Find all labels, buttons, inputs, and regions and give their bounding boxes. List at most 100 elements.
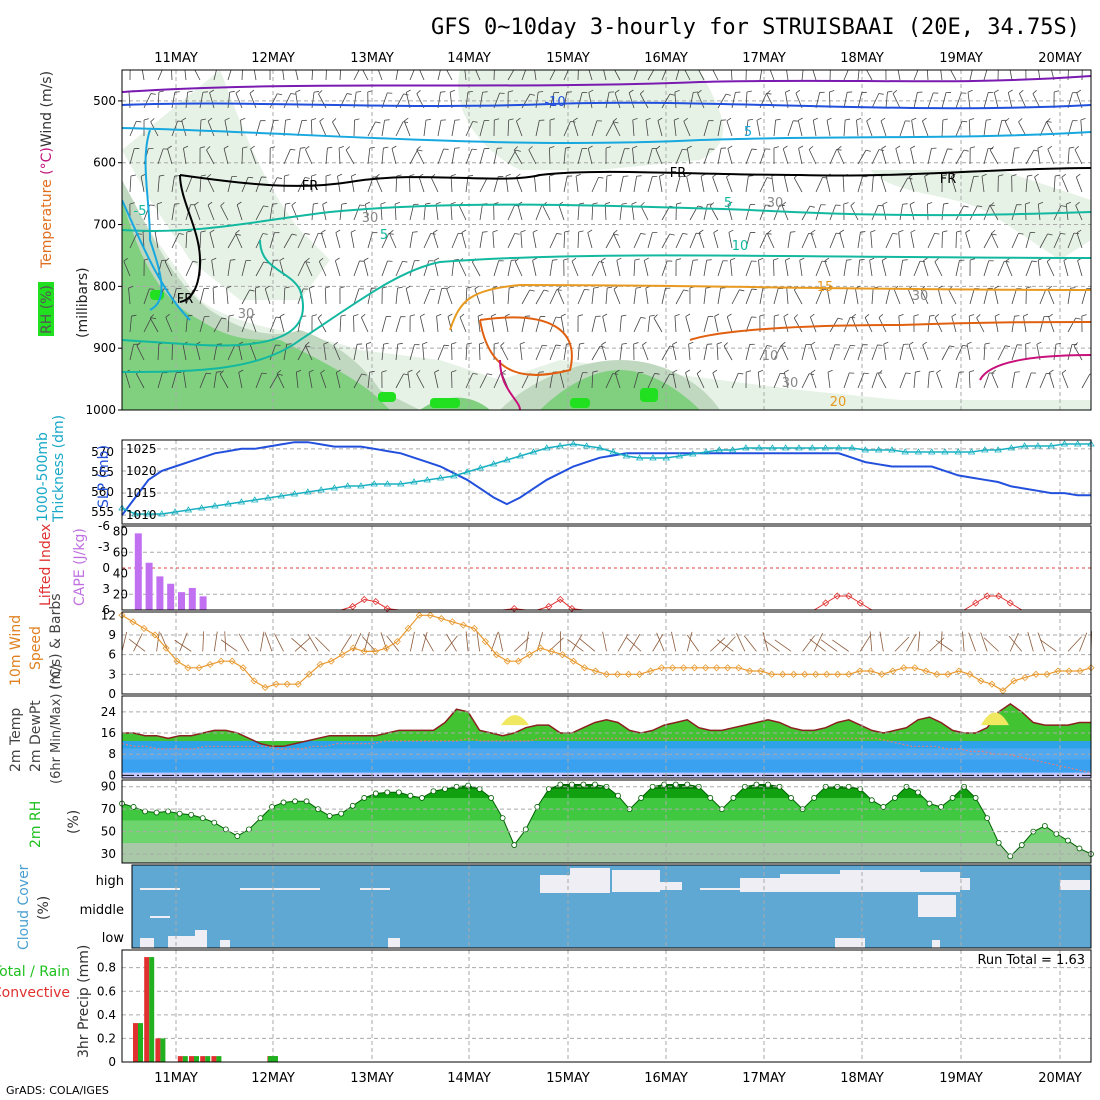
- thickness-marker: [967, 448, 976, 455]
- wind-barb-flag: [1011, 174, 1017, 177]
- wind-speed-marker: [988, 680, 996, 688]
- wind-barb-flag: [564, 230, 570, 233]
- wind-speed-marker: [812, 670, 820, 678]
- wind-barb: [307, 633, 319, 652]
- wind-barb-flag: [1046, 118, 1051, 123]
- wind-speed-marker: [261, 683, 269, 692]
- wind-barb: [899, 177, 908, 193]
- thickness-marker: [808, 444, 816, 451]
- wind-barb: [633, 260, 636, 277]
- wind-speed-marker: [239, 664, 247, 672]
- wind-barb-flag: [158, 90, 164, 93]
- wind-barb-flag: [967, 89, 973, 93]
- wind-barb: [922, 120, 929, 137]
- wind-barb-flag: [712, 369, 718, 374]
- wind-barb: [1025, 260, 1033, 277]
- temp-color-band: [122, 759, 1091, 773]
- wind-speed-marker: [492, 651, 500, 659]
- pressure-ylabel: (millibars): [75, 267, 91, 338]
- wind-barb-flag: [296, 369, 302, 373]
- wind-barb: [927, 372, 930, 389]
- wind-barb-flag: [380, 201, 386, 205]
- wind-barb: [983, 233, 992, 249]
- wind-barb: [479, 204, 483, 221]
- wind-barb-flag: [514, 233, 520, 235]
- wind-speed-marker: [977, 677, 985, 685]
- wind-barb: [965, 232, 971, 249]
- wind-barb: [591, 345, 601, 361]
- precip-total-bar: [194, 1056, 199, 1062]
- wind-barb-flag: [697, 89, 702, 94]
- temp-line: [122, 702, 1091, 748]
- wind-barb: [185, 316, 188, 333]
- pressure-tick-label: 800: [93, 279, 116, 293]
- wind-barb: [899, 120, 906, 137]
- wind-barb-flag: [467, 90, 473, 93]
- wind-barb-flag: [410, 314, 416, 317]
- wind-barb-flag: [422, 341, 428, 345]
- wind-barb: [797, 120, 803, 137]
- rh-tick-label: 30: [101, 847, 116, 861]
- wind-speed-marker: [801, 670, 809, 678]
- wind-barb: [726, 316, 733, 333]
- wind-barb-flag: [808, 145, 814, 150]
- wind-barb-flag: [436, 313, 442, 317]
- wind-barb: [143, 93, 152, 109]
- wind-barb-flag: [285, 202, 291, 205]
- wind-barb-flag: [786, 62, 791, 64]
- wind-barb: [421, 631, 428, 652]
- wind-barb: [745, 344, 751, 361]
- wind-barb: [418, 176, 425, 193]
- wind-barb-flag: [994, 285, 1000, 289]
- wind-barb: [549, 344, 557, 361]
- wind-barb-flag: [406, 89, 411, 93]
- wind-barb: [745, 176, 749, 193]
- wind-barb-flag: [785, 257, 791, 261]
- wind-barb-flag: [697, 205, 703, 208]
- cloud-trace: [140, 888, 180, 890]
- wind-barb: [451, 120, 456, 137]
- wind-barb: [683, 121, 691, 137]
- wind-barb: [756, 120, 761, 137]
- wind-barb: [297, 288, 304, 305]
- rh-marker: [222, 826, 229, 833]
- wind-barb-flag: [494, 118, 500, 121]
- wind-barb-flag: [902, 203, 908, 205]
- thickness-marker: [237, 498, 246, 505]
- wind-barb: [926, 203, 929, 221]
- wind-barb-flag: [598, 176, 604, 179]
- wind-barb: [871, 149, 880, 165]
- wind-barb: [353, 70, 360, 81]
- wind-speed-marker: [580, 664, 589, 672]
- wind-barb: [703, 344, 708, 361]
- thickness-marker: [1047, 442, 1055, 449]
- wind-barb: [310, 119, 313, 137]
- wind-barb-flag: [1047, 233, 1053, 236]
- pressure-tick-label: 700: [93, 218, 116, 232]
- wind-barb: [227, 260, 231, 277]
- wind-barb: [276, 373, 285, 389]
- wind-barb: [199, 92, 204, 109]
- wind-barb-flag: [839, 229, 845, 233]
- wind-barb-flag: [1009, 62, 1013, 64]
- wind-barb: [141, 70, 145, 81]
- wind-barb: [507, 119, 510, 137]
- wind-barb: [700, 176, 705, 193]
- wind-barb: [283, 344, 288, 361]
- wind-barb-flag: [131, 314, 137, 317]
- wind-speed-marker: [349, 644, 357, 652]
- wind-barb: [605, 233, 615, 249]
- wind-barb: [563, 148, 566, 165]
- wind-barb: [993, 92, 999, 109]
- contour-label: FR: [940, 172, 957, 187]
- contour-label: -10: [544, 95, 565, 110]
- wind-barb: [661, 345, 671, 361]
- wind-barb-flag: [966, 341, 972, 345]
- wind-barb: [969, 288, 975, 305]
- wind-barb-flag: [577, 314, 583, 317]
- wind-barb-flag: [675, 258, 682, 261]
- wind-barb: [1067, 317, 1077, 333]
- wind-barb: [745, 120, 749, 137]
